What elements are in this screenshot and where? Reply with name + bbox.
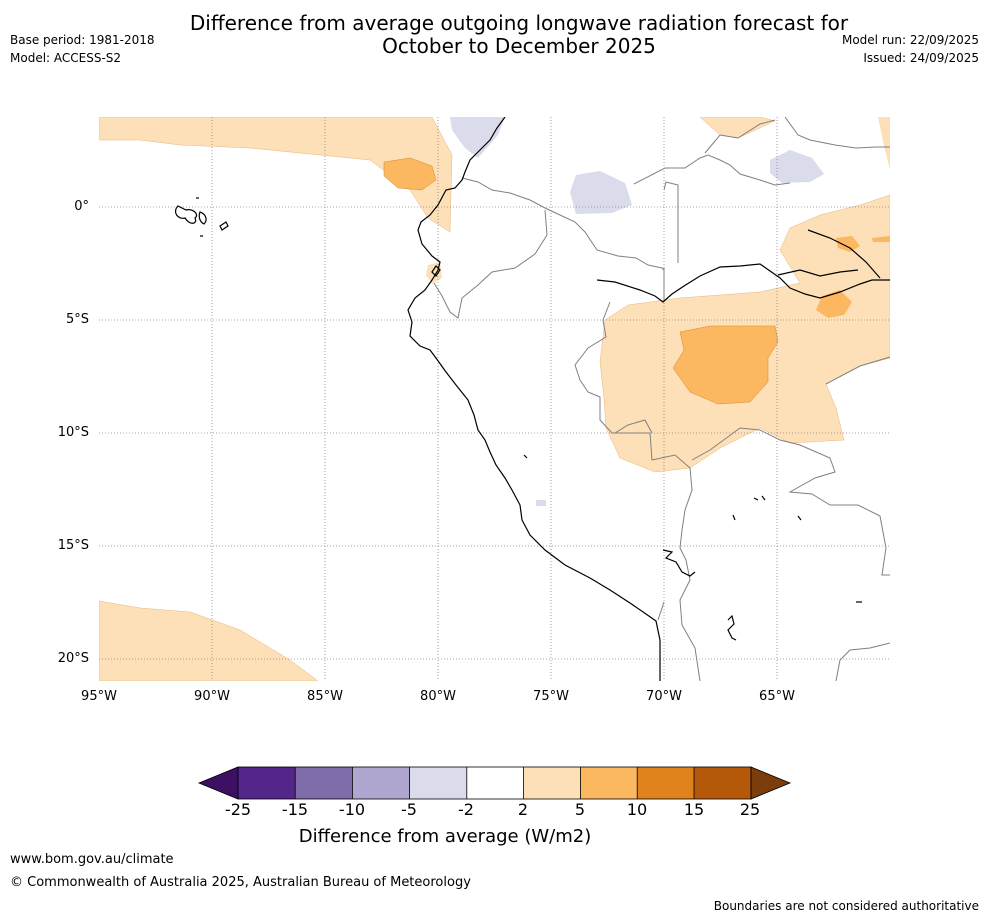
colorbar-tick: 5	[574, 800, 586, 819]
anomaly-region-light-purple-north	[450, 117, 505, 158]
base-period-text: Base period: 1981-2018	[10, 33, 155, 47]
colorbar-tick: 15	[683, 800, 705, 819]
anomaly-region-light-purple-ne	[770, 150, 824, 183]
colorbar-tick: 2	[517, 800, 529, 819]
coastlines	[174, 117, 890, 681]
colorbar-tick: -15	[281, 800, 309, 819]
lat-label-10s: 10°S	[57, 425, 89, 440]
colorbar-segment-7	[580, 767, 638, 799]
colorbar-segment-3	[352, 767, 410, 799]
country-boundaries	[433, 117, 890, 681]
colorbar-segment-9	[694, 767, 751, 799]
anomaly-region-light-orange-ne-edge	[878, 117, 890, 170]
model-text: Model: ACCESS-S2	[10, 51, 122, 65]
anomaly-region-orange-amazon	[672, 325, 779, 405]
anomaly-region-purple-dot	[536, 500, 546, 506]
map-layers	[99, 117, 890, 681]
issued-text: Issued: 24/09/2025	[863, 51, 979, 65]
footer-copyright: © Commonwealth of Australia 2025, Austra…	[10, 875, 471, 890]
lon-label-80w: 80°W	[420, 689, 456, 704]
colorbar-arrow-min	[197, 766, 239, 800]
anomaly-region-orange-ne-2	[872, 236, 890, 242]
title-line-1: Difference from average outgoing longwav…	[189, 11, 849, 35]
model-run-text: Model run: 22/09/2025	[841, 33, 979, 47]
map-title: Difference from average outgoing longwav…	[0, 12, 988, 58]
meta-right: Model run: 22/09/2025 Issued: 24/09/2025	[842, 31, 979, 67]
lat-label-5s: 5°S	[65, 312, 89, 327]
colorbar-segment-8	[637, 767, 694, 799]
lon-label-95w: 95°W	[81, 689, 117, 704]
colorbar-tick: 25	[739, 800, 761, 819]
colorbar-segment-6	[523, 767, 581, 799]
colorbar-segment-1	[238, 767, 296, 799]
colorbar-segment-5	[466, 767, 524, 799]
meta-left: Base period: 1981-2018 Model: ACCESS-S2	[10, 31, 155, 67]
colorbar-segment-4	[409, 767, 467, 799]
lat-label-0: 0°	[74, 199, 89, 214]
anomaly-region-light-orange-ne-corner	[699, 117, 776, 139]
title-line-2: October to December 2025	[382, 34, 656, 58]
anomaly-region-light-orange-sw	[99, 600, 319, 681]
anomaly-region-light-purple-center	[570, 171, 632, 214]
colorbar-tick: -5	[401, 800, 417, 819]
lat-label-15s: 15°S	[57, 538, 89, 553]
colorbar-tick: -2	[458, 800, 474, 819]
colorbar-tick: 10	[626, 800, 648, 819]
colorbar-tick: -25	[224, 800, 252, 819]
lat-label-20s: 20°S	[57, 651, 89, 666]
footer-boundaries-note: Boundaries are not considered authoritat…	[713, 899, 979, 913]
colorbar-segment-2	[295, 767, 353, 799]
anomaly-region-orange-ne-1	[836, 236, 860, 252]
lon-label-70w: 70°W	[646, 689, 682, 704]
colorbar-arrow-max	[750, 766, 792, 800]
footer-url: www.bom.gov.au/climate	[10, 852, 174, 867]
colorbar-tick: -10	[338, 800, 366, 819]
lon-label-75w: 75°W	[533, 689, 569, 704]
lon-label-90w: 90°W	[194, 689, 230, 704]
lon-label-65w: 65°W	[759, 689, 795, 704]
lon-label-85w: 85°W	[307, 689, 343, 704]
colorbar-label: Difference from average (W/m2)	[298, 826, 592, 847]
anomaly-region-orange-nw	[383, 157, 437, 191]
